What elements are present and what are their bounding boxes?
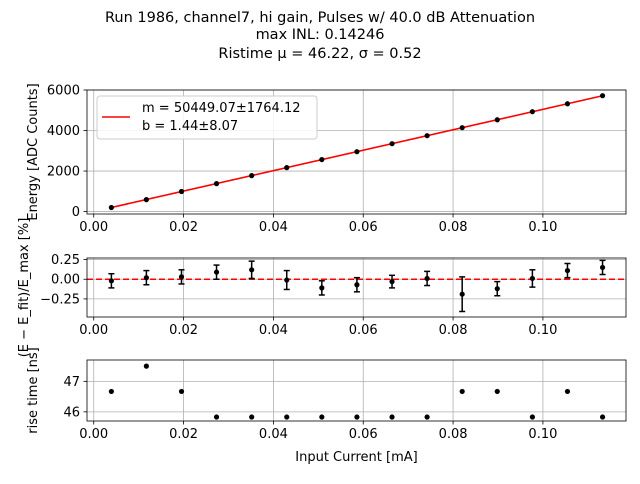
figure-title-line-2: max INL: 0.14246 xyxy=(256,27,385,43)
risetime-axes-frame xyxy=(86,359,627,422)
energy-point-3 xyxy=(213,181,220,187)
energy-point-6 xyxy=(319,156,325,163)
residuals-point-9 xyxy=(424,275,430,282)
risetime-point-0 xyxy=(108,388,114,395)
risetime-point-13 xyxy=(564,388,571,395)
energy-point-10 xyxy=(459,125,465,131)
energy-axes-frame xyxy=(86,89,627,215)
residuals-point-11 xyxy=(494,286,500,292)
residuals-point-10 xyxy=(459,291,465,297)
risetime-point-11 xyxy=(494,388,500,395)
energy-point-1 xyxy=(143,197,149,203)
energy-xtick-label-4: 0.08 xyxy=(439,220,468,235)
risetime-ylabel: rise time [ns] xyxy=(26,347,41,434)
residuals-xtick-label-0: 0.00 xyxy=(79,323,108,338)
energy-point-2 xyxy=(178,188,185,195)
residuals-xtick-label-1: 0.02 xyxy=(169,323,198,338)
residuals-point-14 xyxy=(599,264,606,271)
risetime-xtick-label-4: 0.08 xyxy=(439,427,468,442)
residuals-ytick-label-2: 0.25 xyxy=(51,253,80,268)
legend-box xyxy=(96,95,318,140)
residuals-axes-frame xyxy=(86,257,627,318)
panel-energy: 0.00 0.02 0.04 0.06 0.08 0.10 0 2000 4000 6000 Ene… xyxy=(26,83,627,235)
risetime-point-14 xyxy=(599,414,606,420)
energy-point-9 xyxy=(424,133,430,139)
residuals-point-12 xyxy=(529,275,535,282)
panel-residuals: 0.00 0.02 0.04 0.06 0.08 0.10 −0.25 0.00 0.25 (E … xyxy=(17,218,627,358)
energy-ytick-label-1: 2000 xyxy=(47,165,80,180)
risetime-point-5 xyxy=(284,414,290,420)
risetime-point-8 xyxy=(389,414,395,420)
energy-xtick-label-0: 0.00 xyxy=(79,220,108,235)
legend-entry-slope: m = 50449.07±1764.12 xyxy=(142,101,301,116)
residuals-point-0 xyxy=(108,278,114,284)
risetime-point-4 xyxy=(249,414,255,420)
risetime-ytick-label-1: 47 xyxy=(63,375,80,390)
risetime-point-3 xyxy=(213,414,220,420)
energy-xtick-label-1: 0.02 xyxy=(169,220,198,235)
energy-point-13 xyxy=(564,101,571,107)
residuals-xtick-label-3: 0.06 xyxy=(349,323,378,338)
risetime-point-12 xyxy=(529,414,535,420)
risetime-point-7 xyxy=(354,414,360,420)
figure-title-line-3: Ristime μ = 46.22, σ = 0.52 xyxy=(218,46,421,62)
energy-point-12 xyxy=(529,109,535,115)
risetime-ytick-label-0: 46 xyxy=(63,405,80,420)
risetime-point-6 xyxy=(319,414,325,420)
residuals-ylabel: (E − E_fit)/E_max [%] xyxy=(17,218,32,358)
energy-ylabel: Energy [ADC Counts] xyxy=(26,83,41,220)
risetime-point-1 xyxy=(143,363,149,369)
residuals-point-6 xyxy=(319,285,325,291)
energy-point-0 xyxy=(108,204,114,211)
energy-point-4 xyxy=(249,173,255,179)
risetime-point-2 xyxy=(178,388,185,395)
chart-marks: 0.00 0.02 0.04 0.06 0.08 0.10 0 2000 4000 6000 Ene… xyxy=(17,83,627,465)
energy-xtick-label-2: 0.04 xyxy=(259,220,288,235)
risetime-point-9 xyxy=(424,414,430,420)
energy-point-7 xyxy=(354,149,360,155)
residuals-xtick-label-5: 0.10 xyxy=(528,323,557,338)
residuals-point-7 xyxy=(354,282,360,288)
risetime-xtick-label-1: 0.02 xyxy=(169,427,198,442)
legend-entry-intercept: b = 1.44±8.07 xyxy=(142,119,238,134)
energy-ytick-label-0: 0 xyxy=(72,205,80,220)
energy-ytick-label-3: 6000 xyxy=(47,84,80,99)
risetime-xtick-label-0: 0.00 xyxy=(79,427,108,442)
energy-xtick-label-5: 0.10 xyxy=(528,220,557,235)
panel-risetime: 0.00 0.02 0.04 0.06 0.08 0.10 46 47 rise time [n… xyxy=(26,347,627,465)
figure-title-line-1: Run 1986, channel7, hi gain, Pulses w/ 4… xyxy=(105,10,535,26)
residuals-xtick-label-2: 0.04 xyxy=(259,323,288,338)
residuals-point-5 xyxy=(284,277,290,283)
residuals-ytick-label-1: 0.00 xyxy=(51,273,80,288)
risetime-xtick-label-3: 0.06 xyxy=(349,427,378,442)
residuals-xtick-label-4: 0.08 xyxy=(439,323,468,338)
energy-point-11 xyxy=(494,117,500,123)
energy-point-14 xyxy=(599,93,606,99)
residuals-ytick-label-0: −0.25 xyxy=(40,292,80,307)
residuals-point-1 xyxy=(143,275,149,281)
residuals-point-13 xyxy=(564,267,571,274)
residuals-point-8 xyxy=(389,279,395,285)
residuals-point-4 xyxy=(249,267,255,273)
energy-point-8 xyxy=(389,141,395,147)
legend: m = 50449.07±1764.12 b = 1.44±8.07 xyxy=(96,95,318,140)
risetime-xtick-label-2: 0.04 xyxy=(259,427,288,442)
residuals-point-2 xyxy=(178,274,185,280)
energy-point-5 xyxy=(284,165,290,171)
energy-xtick-label-3: 0.06 xyxy=(349,220,378,235)
risetime-xlabel: Input Current [mA] xyxy=(295,450,417,465)
risetime-point-10 xyxy=(459,388,465,395)
risetime-xtick-label-5: 0.10 xyxy=(528,427,557,442)
residuals-point-3 xyxy=(213,269,220,275)
energy-ytick-label-2: 4000 xyxy=(47,124,80,139)
